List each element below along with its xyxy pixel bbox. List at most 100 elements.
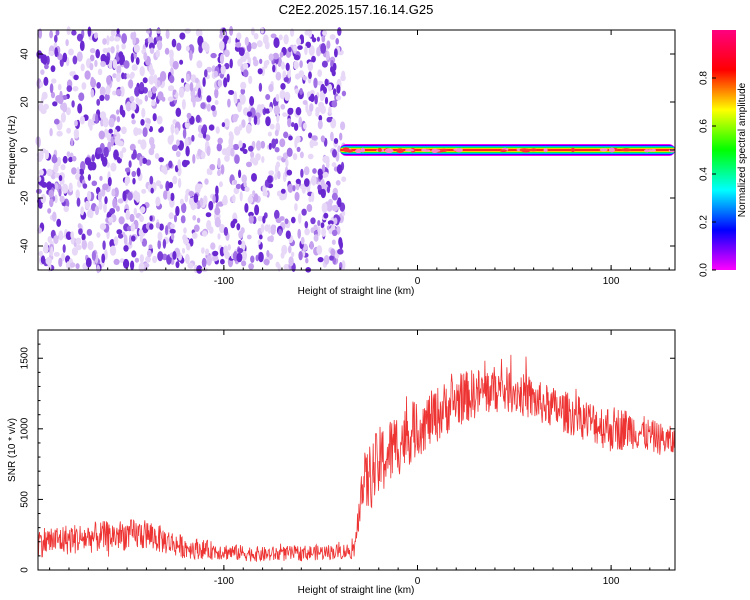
spectrogram-noise-cell [259, 58, 263, 64]
spectrogram-noise-cell [110, 136, 114, 147]
spectrogram-signal-spot [543, 148, 548, 153]
spectrogram-noise-cell [281, 244, 288, 255]
spectrogram-noise-cell [146, 118, 151, 125]
spectrogram-noise-cell [189, 50, 193, 61]
spectrogram-noise-cell [294, 191, 300, 202]
spectrogram-noise-cell [303, 122, 307, 130]
spectrogram-noise-cell [159, 184, 164, 190]
spectrogram-noise-cell [72, 86, 79, 92]
spectrogram-noise-cell [121, 43, 126, 50]
spectrogram-noise-cell [85, 257, 92, 268]
spectrogram-noise-cell [40, 108, 47, 115]
spectrogram-noise-cell [246, 161, 252, 168]
spectrogram-noise-cell [89, 122, 93, 131]
spectrogram-noise-cell [323, 171, 329, 178]
spectrogram-noise-cell [139, 156, 143, 167]
spectrogram-noise-cell [297, 45, 303, 50]
spectrogram-noise-cell [143, 262, 150, 268]
spectrogram-noise-cell [102, 47, 109, 54]
spectrogram-noise-cell [304, 178, 310, 187]
spectrogram-noise-cell [108, 216, 114, 223]
spectrogram-noise-cell [221, 148, 228, 156]
spectrogram-noise-cell [132, 177, 136, 185]
spectrogram-noise-cell [68, 156, 73, 163]
spectrogram-noise-cell [279, 195, 286, 201]
spectrogram-noise-cell [274, 209, 280, 220]
spectrogram-noise-cell [206, 255, 212, 266]
spectrogram-noise-cell [167, 135, 174, 145]
spectrogram-noise-cell [71, 30, 77, 36]
spectrogram-noise-cell [106, 35, 110, 46]
snr-panel: -100 0 100 0 500 1000 1500 Height of straight… [7, 329, 676, 596]
spectrogram-noise-cell [112, 73, 117, 79]
spectrogram-noise-cell [195, 114, 201, 123]
spectrogram-noise-cell [112, 90, 117, 96]
spectrogram-noise-cell [323, 254, 330, 265]
snr-y-tick-label: 1000 [20, 417, 31, 440]
spectrogram-noise-cell [91, 250, 96, 261]
spectrogram-noise-cell [47, 208, 52, 214]
spectrogram-noise-cell [268, 83, 274, 93]
spectrogram-noise-cell [139, 66, 145, 77]
spectrogram-noise-cell [205, 248, 210, 256]
spectrogram-noise-cell [299, 151, 304, 159]
spectrogram-noise-cell [169, 75, 175, 84]
spectrogram-noise-cell [337, 145, 341, 153]
spectrogram-noise-cell [62, 244, 66, 253]
spectrogram-noise-cell [261, 156, 265, 163]
spectrogram-noise-cell [128, 160, 132, 168]
spectrogram-noise-cell [285, 62, 290, 71]
spectrogram-noise-cell [237, 240, 242, 245]
spectrogram-noise-cell [245, 123, 252, 134]
spectrogram-noise-cell [38, 150, 44, 161]
spectrogram-noise-cell [223, 35, 229, 41]
spectrogram-noise-cell [203, 195, 208, 205]
spectrogram-noise-cell [258, 251, 264, 263]
spectrogram-noise-cell [238, 124, 243, 131]
spectrogram-noise-cell [195, 83, 199, 92]
spectrogram-noise-cell [112, 198, 117, 209]
spectrogram-noise-cell [179, 32, 186, 40]
spectrogram-noise-cell [275, 71, 282, 81]
spectrogram-noise-cell [341, 90, 347, 97]
spectrogram-noise-cell [156, 80, 161, 88]
spectrogram-noise-cell [162, 238, 167, 249]
spectrogram-noise-cell [294, 88, 299, 94]
spectrogram-y-tick-label: -40 [20, 238, 31, 253]
spectrogram-noise-cell [244, 186, 250, 192]
spectrogram-noise-cell [61, 183, 69, 194]
spectrogram-noise-cell [319, 103, 325, 113]
spectrogram-noise-cell [329, 255, 334, 261]
spectrogram-noise-cell [180, 215, 186, 224]
spectrogram-noise-cell [261, 66, 266, 77]
spectrogram-noise-cell [172, 89, 176, 95]
snr-x-ticks: -100 0 100 [49, 330, 670, 587]
spectrogram-noise-cell [188, 190, 195, 197]
spectrogram-noise-cell [335, 95, 342, 101]
spectrogram-noise-cell [131, 235, 136, 242]
spectrogram-noise-cell [265, 94, 271, 100]
spectrogram-noise-cell [112, 59, 118, 69]
spectrogram-noise-cell [186, 112, 192, 119]
spectrogram-noise-cell [123, 245, 129, 252]
colorbar: 0.0 0.2 0.4 0.6 0.8 Normalized spectral ampl… [699, 30, 748, 277]
spectrogram-noise-cell [280, 83, 286, 90]
spectrogram-noise-cell [214, 100, 219, 105]
spectrogram-noise-cell [136, 128, 142, 135]
spectrogram-noise-cell [337, 248, 344, 255]
spectrogram-noise-cell [275, 161, 281, 168]
spectrogram-noise-cell [115, 72, 121, 83]
spectrogram-noise-cell [310, 93, 315, 103]
spectrogram-noise-cell [129, 213, 135, 223]
spectrogram-noise-cell [276, 113, 280, 123]
spectrogram-noise-cell [219, 53, 225, 65]
spectrogram-noise-cell [308, 71, 312, 79]
spectrogram-noise-cell [56, 218, 62, 227]
spectrogram-noise-cell [153, 74, 158, 85]
spectrogram-noise-cell [172, 60, 179, 70]
spectrogram-noise-cell [296, 146, 301, 152]
spectrogram-signal-spot [499, 149, 507, 153]
spectrogram-noise-cell [333, 217, 338, 225]
spectrogram-noise-cell [310, 227, 315, 234]
spectrogram-noise-cell [331, 229, 338, 237]
